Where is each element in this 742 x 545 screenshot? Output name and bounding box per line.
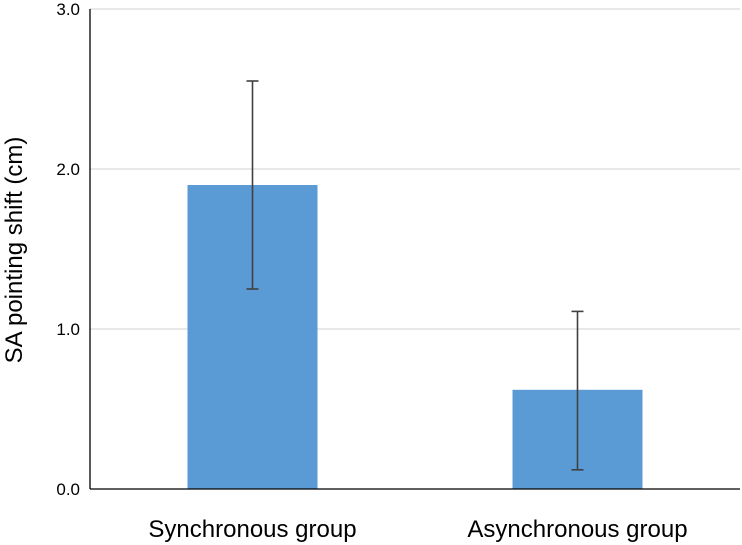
bars <box>187 185 643 489</box>
y-tick-label: 1.0 <box>56 320 80 339</box>
axes <box>89 9 740 490</box>
error-bar <box>571 310 584 471</box>
x-category-label: Asynchronous group <box>467 516 687 543</box>
y-tick-labels: 0.0 1.0 2.0 3.0 <box>56 0 80 499</box>
error-bars <box>246 80 584 471</box>
x-category-label: Synchronous group <box>148 516 356 543</box>
x-category-labels: Synchronous group Asynchronous group <box>148 516 687 543</box>
error-bar <box>246 80 259 290</box>
y-tick-label: 0.0 <box>56 480 80 499</box>
y-tick-label: 3.0 <box>56 0 80 19</box>
y-axis-label: SA pointing shift (cm) <box>1 137 28 364</box>
y-tick-label: 2.0 <box>56 160 80 179</box>
